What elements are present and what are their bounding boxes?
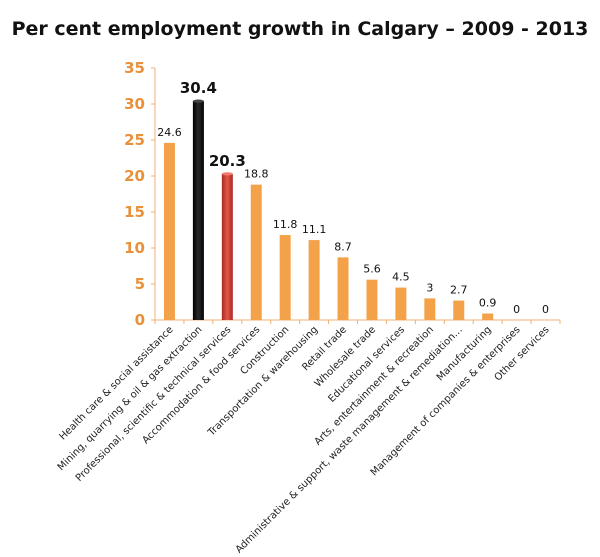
bar	[482, 313, 494, 320]
bar	[453, 300, 465, 320]
bar	[366, 279, 378, 320]
data-label: 20.3	[209, 152, 246, 170]
bar	[395, 287, 407, 320]
data-label: 3	[426, 281, 433, 294]
data-label: 0	[513, 303, 520, 316]
data-label: 11.8	[273, 218, 298, 231]
y-tick-label: 5	[135, 275, 145, 293]
bar	[250, 184, 262, 320]
bar-cap	[192, 99, 204, 103]
bar	[192, 101, 204, 321]
y-tick-label: 30	[124, 95, 145, 113]
x-tick-label: Other services	[493, 324, 552, 383]
data-label: 2.7	[450, 284, 468, 297]
x-axis	[154, 319, 561, 324]
bars	[163, 99, 494, 321]
bar	[337, 257, 349, 320]
y-axis: 0 5 10 15 20 25 30 35	[124, 59, 156, 329]
y-tick-label: 10	[124, 239, 145, 257]
bar	[279, 235, 291, 320]
chart-title: Per cent employment growth in Calgary – …	[11, 18, 589, 40]
data-label: 8.7	[334, 240, 352, 253]
bar	[163, 142, 175, 320]
data-label: 0	[542, 303, 549, 316]
data-label: 30.4	[180, 79, 217, 97]
data-label: 24.6	[157, 126, 182, 139]
data-label: 5.6	[363, 263, 381, 276]
data-label: 11.1	[302, 223, 327, 236]
data-label: 18.8	[244, 168, 269, 181]
y-tick-label: 20	[124, 167, 145, 185]
bar	[308, 240, 320, 320]
y-tick-label: 0	[135, 311, 145, 329]
data-label: 4.5	[392, 271, 410, 284]
y-tick-label: 15	[124, 203, 145, 221]
data-labels: 24.6 30.4 20.318.8 11.8 11.1 8.7 5.6 4.5 3 2.7 0.9…	[157, 79, 549, 316]
y-tick-label: 25	[124, 131, 145, 149]
y-tick-label: 35	[124, 59, 145, 77]
bar	[221, 173, 233, 320]
bar-cap	[221, 172, 233, 176]
bar	[424, 298, 436, 320]
data-label: 0.9	[479, 297, 497, 310]
